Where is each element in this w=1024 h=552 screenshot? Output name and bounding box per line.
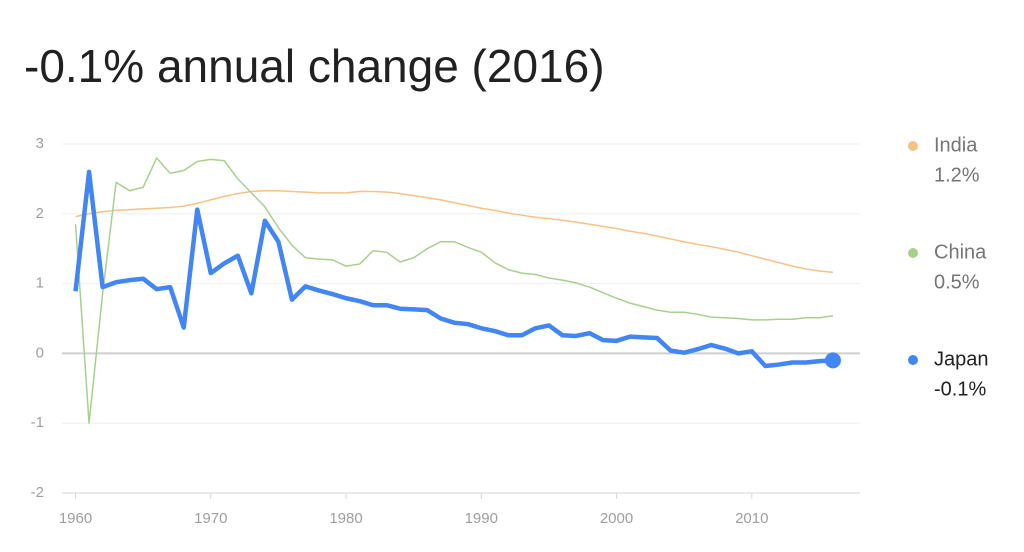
legend-dot [908,141,918,151]
series-line [73,169,834,369]
legend-name: China [934,241,987,263]
legend-dot [908,355,918,365]
legend-value: -0.1% [934,378,986,400]
y-tick-label: -2 [31,484,44,501]
x-tick-label: 1980 [329,510,362,527]
legend-value: 1.2% [934,164,980,186]
x-tick-label: 2000 [600,510,633,527]
x-tick-label: 1990 [465,510,498,527]
legend-name: Japan [934,348,989,370]
y-tick-label: 0 [36,344,44,361]
x-tick-label: 1960 [59,510,92,527]
legend-dot [908,248,918,258]
legend-value: 0.5% [934,271,980,293]
x-tick-label: 1970 [194,510,227,527]
y-tick-label: 3 [36,135,44,152]
series-line [74,157,834,424]
y-tick-label: 1 [36,275,44,292]
end-point [824,352,841,369]
chart-title: -0.1% annual change (2016) [24,40,605,92]
legend-name: India [934,134,978,156]
y-tick-label: 2 [36,205,44,222]
y-tick-label: -1 [31,414,44,431]
x-tick-label: 2010 [735,510,768,527]
series-line [75,190,834,274]
